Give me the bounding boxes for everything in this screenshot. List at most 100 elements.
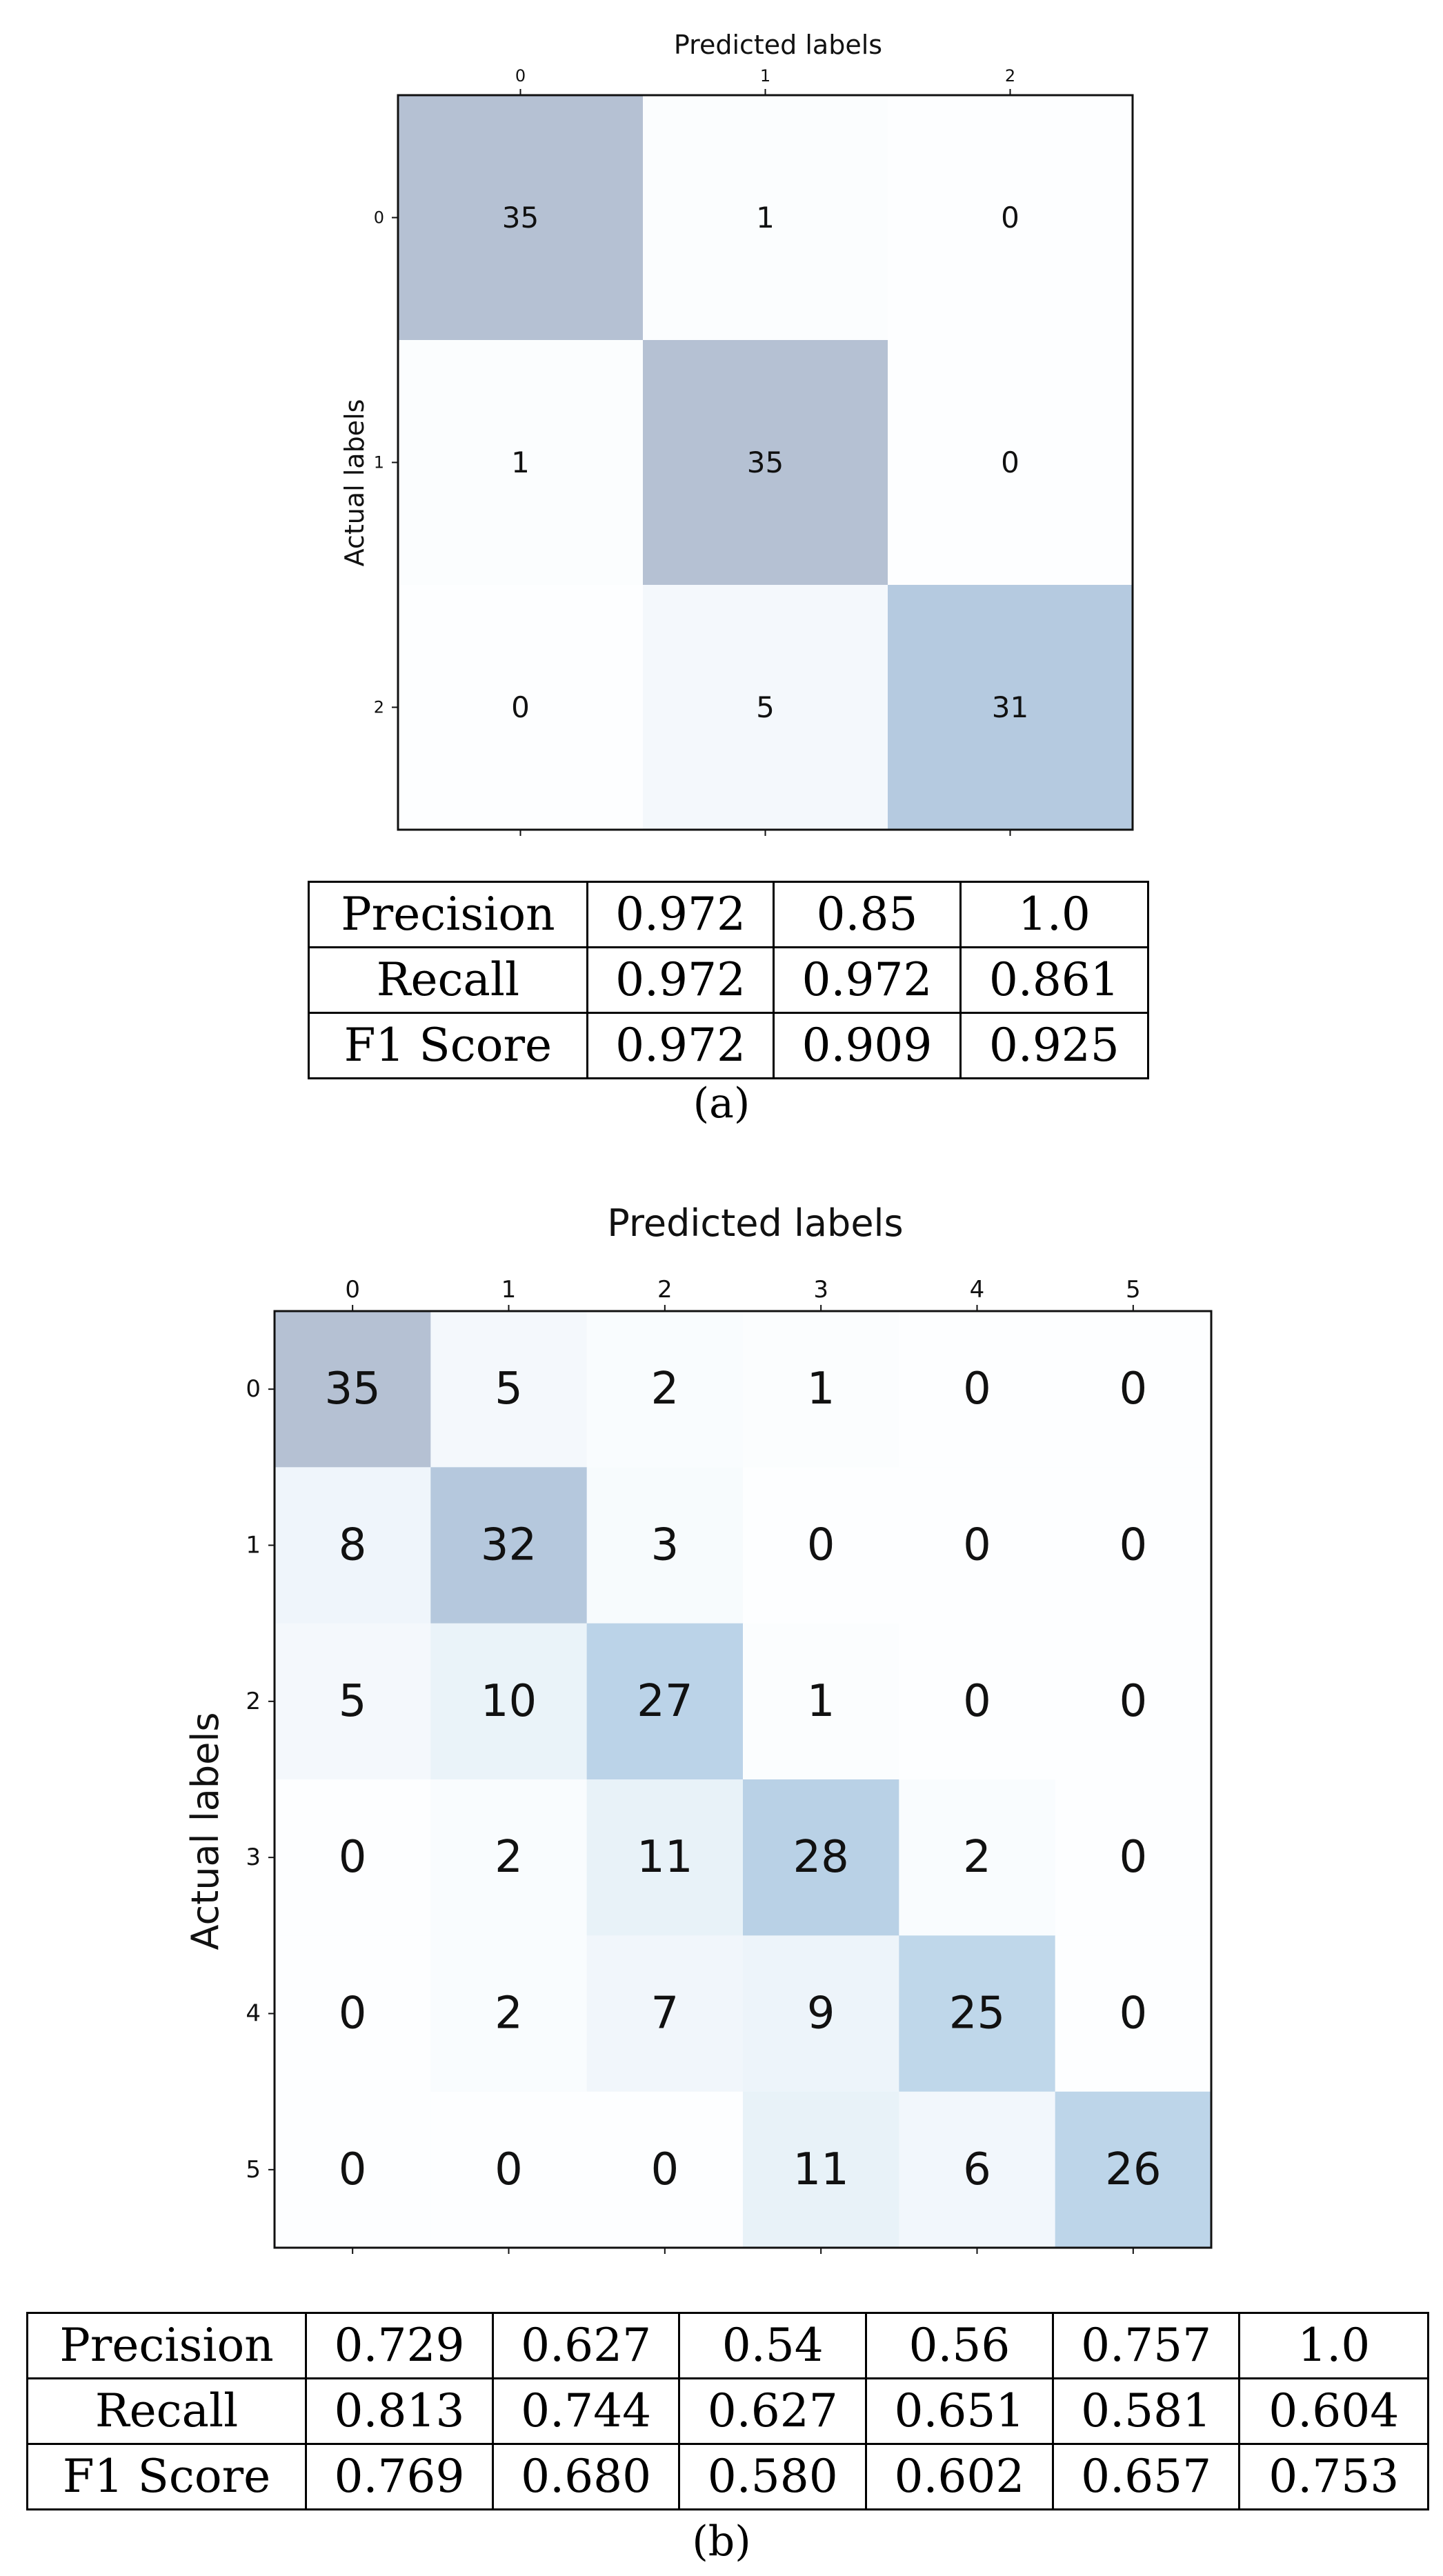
y-tick-label: 0 xyxy=(374,208,384,228)
cell-value-label: 0 xyxy=(339,2144,367,2195)
table-cell: 0.925 xyxy=(959,1012,1150,1079)
heatmap-cell xyxy=(275,1467,431,1624)
cell-value-label: 11 xyxy=(793,2144,848,2195)
cell-value-label: 0 xyxy=(339,1988,367,2039)
table-cell: 0.604 xyxy=(1238,2377,1429,2445)
table-cell: 0.602 xyxy=(865,2443,1054,2510)
table-cell: 0.651 xyxy=(865,2377,1054,2445)
x-axis-label: Predicted labels xyxy=(674,30,882,60)
table-row: Recall 0.972 0.972 0.861 xyxy=(308,946,1150,1014)
heatmap-cell xyxy=(275,1623,431,1780)
heatmap-cell xyxy=(899,1779,1056,1936)
heatmap-cell xyxy=(743,1311,899,1468)
heatmap-cell xyxy=(1055,1935,1212,2093)
heatmap-cell xyxy=(899,1311,1056,1468)
heatmap-cell xyxy=(430,1467,588,1624)
metrics-table-body: Precision 0.972 0.85 1.0 Recall 0.972 0.… xyxy=(308,881,1150,1079)
confusion-matrix-a: Predicted labels Actual labels 35 1 0 1 35 0 0… xyxy=(339,30,1134,836)
cell-value-label: 0 xyxy=(1119,1832,1147,1883)
table-row: Recall 0.813 0.744 0.627 0.651 0.581 0.6… xyxy=(26,2377,1429,2445)
table-cell: 0.627 xyxy=(491,2312,681,2379)
y-tick-label: 3 xyxy=(246,1844,261,1871)
confusion-matrix-b: Predicted labels Actual labels 35 5 2 1 0 08 3… xyxy=(183,1201,1213,2254)
cell-value-label: 5 xyxy=(756,690,775,724)
cell-value-label: 0 xyxy=(511,690,530,724)
heatmap-cell xyxy=(888,95,1133,341)
table-cell: 0.729 xyxy=(305,2312,494,2379)
heatmap-cell xyxy=(888,340,1133,586)
table-cell: 0.581 xyxy=(1051,2377,1241,2445)
table-cell: 1.0 xyxy=(959,881,1150,948)
cell-value-label: 0 xyxy=(1119,1988,1147,2039)
cell-value-label: 10 xyxy=(481,1676,537,1727)
heatmap-cell xyxy=(899,1935,1056,2093)
row-label: Precision xyxy=(308,881,588,948)
table-row: F1 Score 0.769 0.680 0.580 0.602 0.657 0… xyxy=(26,2443,1429,2510)
heatmap-cell xyxy=(899,1467,1056,1624)
heatmap-cells xyxy=(398,95,1133,830)
metrics-table-a: Precision 0.972 0.85 1.0 Recall 0.972 0.… xyxy=(308,881,1150,1079)
table-row: F1 Score 0.972 0.909 0.925 xyxy=(308,1012,1150,1079)
cell-value-label: 0 xyxy=(807,1520,835,1571)
cell-value-label: 3 xyxy=(650,1520,679,1571)
heatmap-cell xyxy=(430,1623,588,1780)
heatmap-cell xyxy=(430,1779,588,1936)
cell-value-label: 2 xyxy=(963,1832,991,1883)
table-cell: 0.54 xyxy=(678,2312,868,2379)
cell-value-label: 31 xyxy=(992,690,1028,724)
y-tick-label: 2 xyxy=(374,698,384,717)
heatmap-cell xyxy=(1055,2091,1212,2248)
cell-value-label: 0 xyxy=(1119,1520,1147,1571)
cell-value-label: 25 xyxy=(949,1988,1005,2039)
cell-value-label: 1 xyxy=(511,446,530,479)
cell-value-label: 28 xyxy=(793,1832,848,1883)
cell-value-label: 0 xyxy=(963,1364,991,1415)
cell-value-label: 0 xyxy=(1001,446,1019,479)
heatmap-cell xyxy=(398,95,644,341)
cell-value-label: 0 xyxy=(1001,201,1019,234)
heatmap-cell xyxy=(586,1467,744,1624)
plot-frame xyxy=(273,1310,1213,2249)
row-label: F1 Score xyxy=(308,1012,588,1079)
table-cell: 0.744 xyxy=(491,2377,681,2445)
table-cell: 0.972 xyxy=(586,881,775,948)
heatmap-cell xyxy=(275,1311,431,1468)
table-row: Precision 0.729 0.627 0.54 0.56 0.757 1.… xyxy=(26,2312,1429,2379)
table-cell: 0.657 xyxy=(1051,2443,1241,2510)
table-cell: 0.753 xyxy=(1238,2443,1429,2510)
table-cell: 0.56 xyxy=(865,2312,1054,2379)
table-cell: 0.909 xyxy=(773,1012,962,1079)
caption-b: (b) xyxy=(692,2517,751,2566)
table-cell: 0.680 xyxy=(491,2443,681,2510)
heatmap-cell xyxy=(398,585,644,830)
x-tick-label: 2 xyxy=(657,1276,673,1304)
cell-value-label: 2 xyxy=(650,1364,679,1415)
cell-value-label: 2 xyxy=(495,1988,523,2039)
heatmap-cell xyxy=(430,1935,588,2093)
cell-value-label: 0 xyxy=(963,1520,991,1571)
x-axis-label: Predicted labels xyxy=(607,1201,903,1245)
cell-value-label: 7 xyxy=(650,1988,679,2039)
row-label: F1 Score xyxy=(26,2443,308,2510)
heatmap-cell xyxy=(430,1311,588,1468)
cell-value-label: 32 xyxy=(481,1520,537,1571)
x-tick-label: 0 xyxy=(345,1276,360,1304)
x-tick-label: 1 xyxy=(501,1276,517,1304)
cell-value-label: 0 xyxy=(963,1676,991,1727)
cell-value-label: 0 xyxy=(495,2144,523,2195)
x-tick-label: 0 xyxy=(515,66,526,86)
y-tick-label: 1 xyxy=(246,1532,261,1559)
cell-value-label: 1 xyxy=(807,1676,835,1727)
row-label: Recall xyxy=(308,946,588,1014)
figure-a: Predicted labels Actual labels 35 1 0 1 35 0 0… xyxy=(0,0,1443,1145)
heatmap-cell xyxy=(586,1311,744,1468)
cell-value-label: 1 xyxy=(807,1364,835,1415)
y-tick-label: 1 xyxy=(374,453,384,472)
x-tick-label: 4 xyxy=(970,1276,985,1304)
cell-value-label: 1 xyxy=(756,201,775,234)
heatmap-cell xyxy=(743,2091,899,2248)
cell-value-label: 2 xyxy=(495,1832,523,1883)
heatmap-cell xyxy=(643,95,888,341)
table-cell: 1.0 xyxy=(1238,2312,1429,2379)
cell-value-label: 6 xyxy=(963,2144,991,2195)
